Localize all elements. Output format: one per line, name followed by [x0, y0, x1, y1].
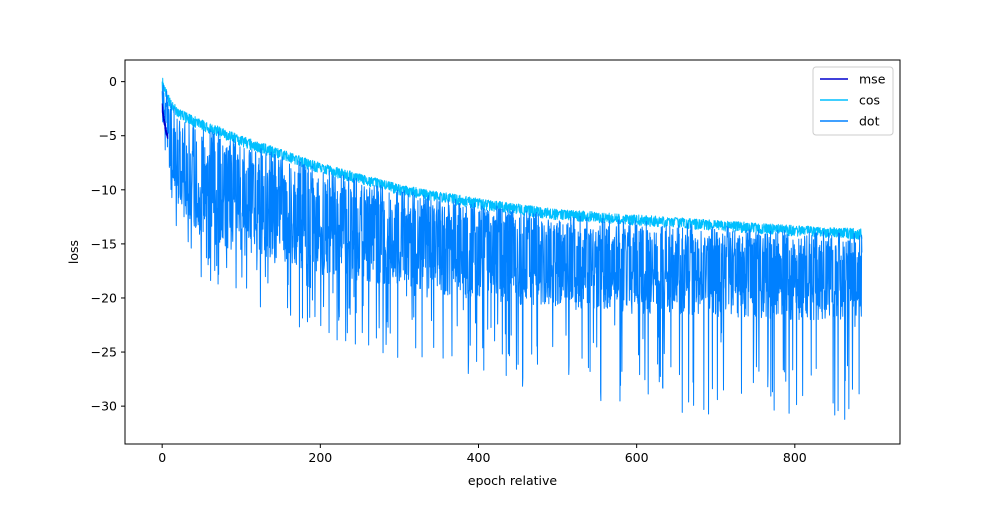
y-tick-label: −30 [91, 399, 117, 414]
plot-frame [124, 59, 901, 445]
y-axis: 0 −5 −10 −15 −20 −25 −30 [91, 74, 125, 414]
legend-box [812, 66, 894, 136]
y-tick-label: 0 [109, 74, 117, 89]
x-tick-label: 0 [158, 450, 166, 465]
x-axis-label: epoch relative [468, 473, 558, 488]
x-tick-label: 800 [783, 450, 807, 465]
x-axis: 0 200 400 600 800 [158, 444, 807, 465]
x-tick-label: 200 [308, 450, 332, 465]
series-cos-line [161, 77, 863, 240]
y-tick-label: −15 [91, 236, 117, 251]
legend-label-dot: dot [859, 114, 880, 129]
series-dot-line [161, 84, 863, 420]
legend-label-cos: cos [859, 93, 880, 108]
y-tick-label: −25 [91, 345, 117, 360]
x-tick-label: 600 [625, 450, 649, 465]
legend: mse cos dot [812, 66, 894, 136]
series-mse-line [161, 103, 169, 139]
y-axis-label: loss [66, 240, 81, 264]
y-tick-label: −10 [91, 182, 117, 197]
series-layer [161, 77, 863, 420]
legend-label-mse: mse [859, 72, 886, 87]
y-tick-label: −20 [91, 290, 117, 305]
x-tick-label: 400 [467, 450, 491, 465]
y-tick-label: −5 [99, 128, 117, 143]
